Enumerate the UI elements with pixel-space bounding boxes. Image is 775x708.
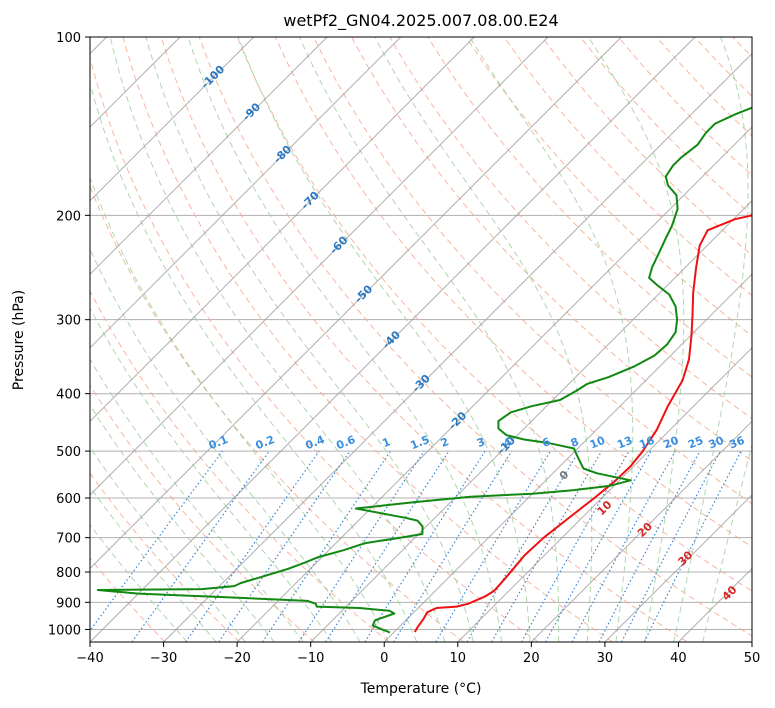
isotherm (90, 37, 255, 202)
y-tick-label: 800 (56, 566, 81, 581)
mixing-ratio-line (185, 450, 320, 642)
mixing-ratio-label: 36 (727, 434, 746, 452)
moist-adiabat (673, 37, 749, 642)
dry-adiabat (160, 37, 688, 642)
temperature-line (413, 214, 752, 633)
isotherm (383, 273, 752, 642)
x-tick-label: −20 (223, 651, 250, 666)
moist-adiabat (90, 486, 217, 642)
x-axis-label: Temperature (°C) (360, 681, 482, 697)
x-tick-label: 30 (597, 651, 614, 666)
isotherm (90, 37, 328, 275)
mixing-ratio-line (571, 450, 676, 642)
x-tick-label: −40 (76, 651, 103, 666)
y-tick-label: 700 (56, 532, 81, 547)
mixing-ratio-line (520, 450, 630, 642)
dry-adiabat (503, 37, 752, 296)
y-axis: 100 200 300 400 500 600 700 800 900 1000 (48, 31, 90, 638)
y-axis-label: Pressure (hPa) (11, 290, 27, 390)
mixing-ratio-line (298, 450, 425, 642)
isotherm (236, 126, 752, 642)
mixing-ratio-line (90, 450, 223, 632)
plot-frame (89, 36, 753, 643)
mixing-ratio-line (131, 450, 270, 642)
y-tick-label: 500 (56, 445, 81, 460)
mixing-ratio-label: 25 (686, 434, 705, 452)
x-tick-label: 50 (744, 651, 761, 666)
mixing-ratio-line (218, 450, 351, 642)
mixing-ratio-label: 1 (380, 435, 392, 450)
isotherm (457, 347, 752, 642)
mixing-ratio-line (545, 450, 652, 642)
mixing-ratio-label: 2 (439, 435, 451, 450)
mixing-ratio-label: 3 (475, 435, 487, 450)
isotherm (604, 494, 752, 642)
y-tick-label: 900 (56, 596, 81, 611)
dry-adiabat (122, 37, 613, 642)
x-tick-label: 40 (670, 651, 687, 666)
isotherm (163, 52, 752, 642)
y-tick-label: 400 (56, 388, 81, 403)
mixing-ratio-line (393, 450, 513, 642)
dry-adiabat (90, 55, 539, 642)
isotherm (310, 199, 752, 642)
moist-adiabat (587, 37, 685, 642)
y-tick-label: 200 (56, 209, 81, 224)
dewpoint-line (96, 106, 752, 634)
x-tick-label: 10 (450, 651, 467, 666)
dry-adiabat (313, 37, 752, 505)
pressure-gridlines (90, 37, 752, 630)
isotherm (90, 37, 402, 349)
isotherm (90, 37, 622, 570)
dry-adiabat (351, 37, 752, 462)
isotherm (90, 37, 549, 496)
x-tick-label: −30 (150, 651, 177, 666)
isotherm (530, 420, 752, 642)
mixing-ratio-line (261, 450, 391, 642)
profile-lines (96, 106, 752, 634)
mixing-ratio-label: 20 (662, 434, 681, 452)
dry-adiabat (90, 185, 464, 642)
x-tick-label: −10 (297, 651, 324, 666)
y-tick-label: 600 (56, 492, 81, 507)
y-tick-label: 1000 (48, 623, 81, 638)
y-tick-label: 100 (56, 31, 81, 46)
dry-adiabat (427, 37, 752, 378)
moist-adiabat (145, 37, 474, 642)
x-axis: −40 −30 −20 −10 0 10 20 30 40 50 (76, 642, 760, 666)
x-tick-label: 20 (523, 651, 540, 666)
mixing-ratio-label: 10 (588, 434, 607, 452)
dry-adiabat (465, 37, 752, 337)
moist-adiabat (90, 81, 418, 642)
moist-adiabat (90, 404, 275, 642)
isotherms (90, 37, 752, 642)
mixing-ratio-line (643, 450, 742, 642)
isotherm (90, 37, 475, 423)
y-tick-label: 300 (56, 314, 81, 329)
dry-adiabat (90, 472, 241, 642)
moist-adiabat (109, 37, 446, 642)
mixing-ratio-label: 16 (637, 434, 656, 452)
mixing-ratio-label: 8 (569, 435, 581, 450)
chart-title: wetPf2_GN04.2025.007.08.00.E24 (283, 11, 558, 31)
moist-adiabat (702, 442, 752, 642)
dry-adiabat (274, 37, 752, 548)
moist-adiabat (90, 176, 389, 642)
mixing-ratio-label: 13 (615, 434, 634, 452)
moist-adiabat (90, 524, 188, 642)
x-tick-label: 0 (380, 651, 388, 666)
dry-adiabat (389, 37, 752, 420)
mixing-ratio-lines (90, 450, 742, 642)
moist-adiabat (187, 37, 503, 642)
mixing-ratio-line (325, 450, 450, 642)
plot-area: -100-90-80-70-60-50-40-30-20-100.1 0.2 0.4… (90, 37, 752, 642)
dry-adiabat (90, 290, 390, 642)
moist-adiabat (90, 446, 246, 642)
mixing-ratio-label: 30 (707, 434, 726, 452)
isotherm (90, 37, 696, 642)
